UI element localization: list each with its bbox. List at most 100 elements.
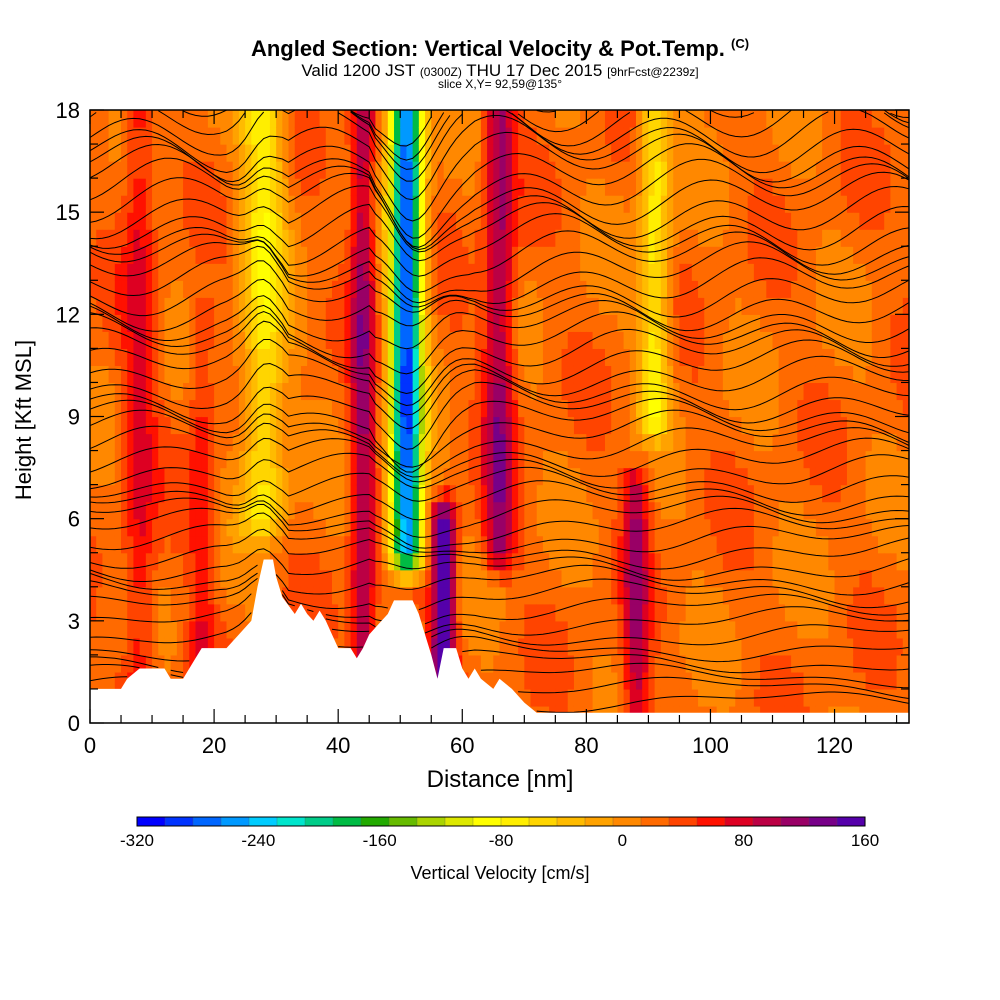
velocity-cell (884, 569, 891, 588)
velocity-cell (133, 127, 141, 145)
velocity-cell (623, 314, 631, 332)
velocity-cell (667, 450, 674, 469)
velocity-cell (102, 110, 110, 128)
velocity-cell (232, 501, 240, 520)
velocity-cell (611, 467, 618, 486)
velocity-cell (437, 535, 445, 554)
velocity-cell (902, 195, 910, 213)
velocity-cell (307, 110, 314, 128)
velocity-cell (238, 127, 246, 145)
velocity-cell (698, 178, 705, 196)
velocity-cell (698, 161, 705, 179)
velocity-cell (573, 280, 581, 298)
velocity-cell (406, 382, 414, 401)
velocity-cell (381, 178, 389, 196)
velocity-cell (642, 552, 650, 571)
velocity-cell (642, 671, 650, 690)
velocity-cell (617, 467, 625, 486)
velocity-cell (325, 535, 333, 554)
velocity-cell (114, 433, 122, 452)
velocity-cell (586, 654, 594, 673)
velocity-cell (431, 263, 439, 281)
velocity-cell (654, 331, 662, 349)
velocity-cell (679, 586, 687, 605)
velocity-cell (660, 552, 668, 571)
velocity-cell (183, 586, 190, 605)
velocity-cell (412, 552, 420, 571)
velocity-cell (139, 552, 147, 571)
velocity-cell (859, 416, 867, 435)
velocity-cell (511, 178, 519, 196)
velocity-cell (425, 161, 432, 179)
velocity-cell (499, 365, 507, 384)
velocity-cell (592, 382, 600, 401)
velocity-cell (462, 365, 470, 384)
velocity-cell (412, 518, 420, 537)
velocity-cell (896, 297, 904, 315)
velocity-cell (896, 246, 904, 264)
velocity-cell (766, 297, 774, 315)
velocity-cell (530, 382, 538, 401)
velocity-cell (691, 535, 699, 554)
velocity-cell (344, 620, 352, 639)
velocity-cell (164, 501, 172, 520)
velocity-cell (679, 365, 687, 384)
velocity-cell (418, 535, 426, 554)
velocity-cell (846, 518, 854, 537)
velocity-cell (232, 450, 240, 469)
velocity-cell (784, 620, 792, 639)
velocity-cell (363, 620, 370, 639)
velocity-cell (443, 229, 451, 247)
velocity-cell (598, 586, 606, 605)
velocity-cell (183, 535, 190, 554)
velocity-cell (449, 603, 457, 622)
velocity-cell (735, 416, 743, 435)
velocity-cell (350, 416, 358, 435)
velocity-cell (698, 144, 705, 162)
velocity-cell (760, 161, 767, 179)
velocity-cell (387, 552, 395, 571)
velocity-cell (685, 280, 693, 298)
velocity-cell (586, 433, 594, 452)
velocity-cell (580, 450, 587, 469)
velocity-cell (139, 484, 147, 503)
velocity-cell (462, 161, 470, 179)
velocity-cell (195, 450, 203, 469)
velocity-cell (623, 484, 631, 503)
velocity-cell (679, 671, 687, 690)
velocity-cell (369, 365, 377, 384)
velocity-cell (189, 467, 197, 486)
velocity-cell (183, 467, 190, 486)
velocity-cell (822, 671, 829, 690)
velocity-cell (573, 314, 581, 332)
velocity-cell (772, 195, 780, 213)
velocity-cell (871, 688, 879, 707)
velocity-cell (487, 569, 494, 588)
velocity-cell (704, 297, 712, 315)
velocity-cell (828, 450, 836, 469)
velocity-cell (586, 382, 594, 401)
velocity-cell (766, 161, 774, 179)
velocity-cell (704, 603, 712, 622)
velocity-cell (493, 297, 501, 315)
velocity-cell (139, 382, 147, 401)
velocity-cell (791, 535, 798, 554)
velocity-cell (735, 144, 743, 162)
velocity-cell (158, 382, 166, 401)
velocity-cell (598, 416, 606, 435)
velocity-cell (493, 195, 501, 213)
velocity-cell (238, 450, 246, 469)
velocity-cell (269, 348, 277, 367)
velocity-cell (474, 382, 482, 401)
velocity-cell (176, 569, 184, 588)
velocity-cell (499, 178, 507, 196)
velocity-cell (176, 467, 184, 486)
velocity-cell (741, 280, 749, 298)
velocity-cell (238, 195, 246, 213)
velocity-cell (207, 382, 215, 401)
velocity-cell (809, 433, 817, 452)
velocity-cell (511, 535, 519, 554)
velocity-cell (604, 654, 612, 673)
velocity-cell (803, 399, 811, 418)
velocity-cell (629, 535, 637, 554)
